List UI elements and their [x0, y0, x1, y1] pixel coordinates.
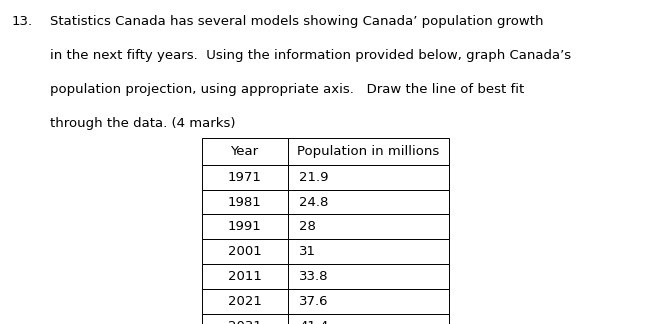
- Text: 33.8: 33.8: [299, 270, 329, 284]
- Bar: [202, 165, 288, 190]
- Text: 21.9: 21.9: [299, 170, 329, 184]
- Text: 1991: 1991: [227, 220, 262, 234]
- Bar: [288, 138, 449, 165]
- Text: 1981: 1981: [227, 195, 262, 209]
- Bar: [202, 239, 288, 264]
- Text: through the data. (4 marks): through the data. (4 marks): [50, 117, 235, 130]
- Bar: [202, 190, 288, 214]
- Text: 24.8: 24.8: [299, 195, 329, 209]
- Bar: [288, 314, 449, 324]
- Bar: [202, 289, 288, 314]
- Text: 2021: 2021: [227, 295, 262, 308]
- Bar: [202, 214, 288, 239]
- Text: Statistics Canada has several models showing Canada’ population growth: Statistics Canada has several models sho…: [50, 15, 543, 28]
- Bar: [288, 165, 449, 190]
- Text: 2031: 2031: [227, 320, 262, 324]
- Bar: [288, 264, 449, 289]
- Bar: [288, 239, 449, 264]
- Text: Population in millions: Population in millions: [297, 145, 440, 158]
- Text: in the next fifty years.  Using the information provided below, graph Canada’s: in the next fifty years. Using the infor…: [50, 49, 570, 62]
- Bar: [202, 264, 288, 289]
- Text: 31: 31: [299, 245, 317, 259]
- Bar: [288, 214, 449, 239]
- Text: 41.4: 41.4: [299, 320, 329, 324]
- Text: 13.: 13.: [12, 15, 33, 28]
- Bar: [202, 138, 288, 165]
- Bar: [202, 314, 288, 324]
- Bar: [288, 190, 449, 214]
- Text: 28: 28: [299, 220, 317, 234]
- Text: population projection, using appropriate axis.   Draw the line of best fit: population projection, using appropriate…: [50, 83, 524, 96]
- Bar: [288, 289, 449, 314]
- Text: Year: Year: [231, 145, 258, 158]
- Text: 37.6: 37.6: [299, 295, 329, 308]
- Text: 1971: 1971: [227, 170, 262, 184]
- Text: 2001: 2001: [227, 245, 262, 259]
- Text: 2011: 2011: [227, 270, 262, 284]
